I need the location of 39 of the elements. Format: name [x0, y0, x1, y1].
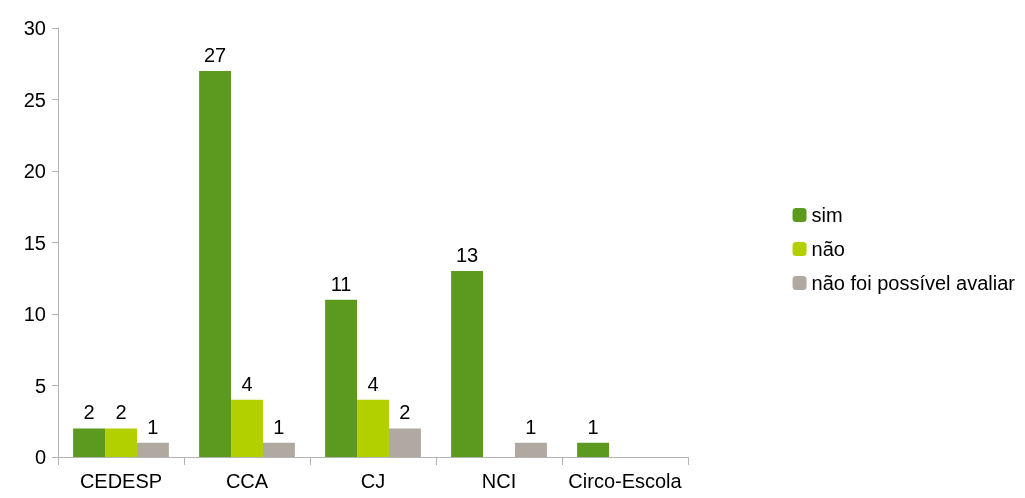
data-label: 4 [367, 372, 379, 395]
x-tick-label: CEDESP [79, 470, 163, 492]
bar [105, 428, 137, 457]
data-label: 11 [330, 272, 352, 295]
data-label: 13 [455, 244, 479, 267]
y-tick-label: 25 [23, 88, 46, 111]
data-label: 2 [399, 401, 411, 424]
data-label: 4 [241, 372, 253, 395]
data-label: 1 [147, 415, 159, 438]
x-tick-label: Circo-Escola [568, 470, 683, 492]
data-label: 1 [587, 415, 599, 438]
bar [73, 428, 106, 457]
legend-label: não [811, 238, 845, 260]
y-tick-label: 5 [34, 374, 46, 397]
bar [325, 299, 358, 457]
bar [451, 271, 484, 457]
data-label: 1 [273, 415, 285, 438]
data-label: 2 [83, 401, 95, 424]
x-tick-label: CCA [225, 470, 269, 492]
y-tick-label: 0 [34, 446, 46, 468]
bar [199, 70, 232, 457]
y-tick-label: 20 [23, 160, 46, 182]
legend-label: sim [811, 204, 843, 226]
bar [136, 442, 169, 457]
y-tick-label: 15 [23, 231, 46, 254]
y-tick-label: 10 [23, 303, 46, 325]
bar [231, 399, 263, 457]
data-label: 1 [525, 415, 537, 438]
data-label: 27 [203, 43, 227, 66]
bar [514, 442, 547, 457]
x-tick-label: NCI [481, 470, 517, 492]
x-tick-label: CJ [360, 470, 386, 492]
bar [388, 428, 421, 457]
bar [262, 442, 295, 457]
y-tick-label: 30 [23, 17, 46, 39]
data-label: 2 [115, 401, 127, 424]
legend-label: não foi possível avaliar [811, 272, 1016, 294]
bar [577, 442, 610, 457]
bar [357, 399, 389, 457]
